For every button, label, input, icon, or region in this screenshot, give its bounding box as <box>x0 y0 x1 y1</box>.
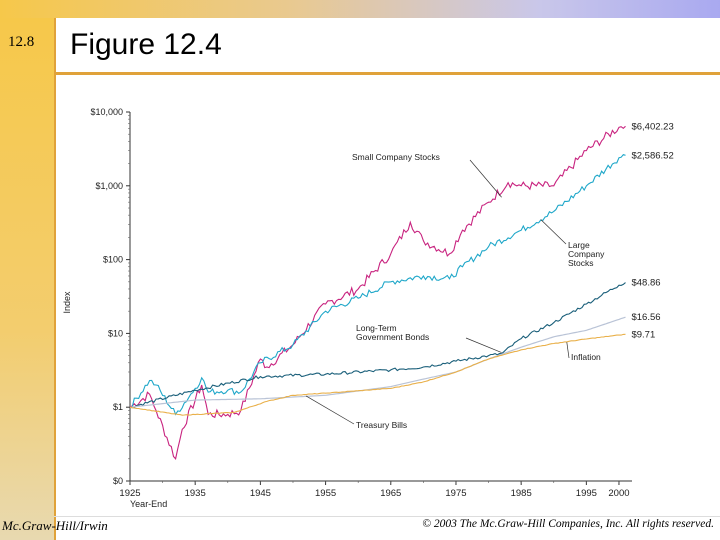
end-value-label-bonds: $48.86 <box>631 278 660 289</box>
end-value-label-small: $6,402.23 <box>631 121 673 132</box>
annotation-large-line: Company <box>568 249 605 259</box>
x-tick-label: 1935 <box>185 488 206 499</box>
x-tick-label: 1955 <box>315 488 336 499</box>
y-tick-label: $1 <box>113 402 123 412</box>
series-line-bonds <box>130 282 626 409</box>
x-axis-title: Year-End <box>130 499 167 509</box>
y-tick-label: $1,000 <box>95 181 123 191</box>
x-tick-label: 1965 <box>380 488 401 499</box>
end-value-label-inflation: $9.71 <box>631 329 655 340</box>
series-line-tbills <box>129 316 626 408</box>
slide-title: Figure 12.4 <box>70 28 222 61</box>
x-tick-label: 1975 <box>445 488 466 499</box>
slide-number: 12.8 <box>8 34 35 50</box>
annotation-large-line: Stocks <box>568 258 594 268</box>
x-tick-label: 1985 <box>511 488 532 499</box>
top-decoration-bar <box>0 0 720 18</box>
end-value-label-tbills: $16.56 <box>631 312 660 323</box>
annotation-leader-inflation <box>566 342 570 359</box>
annotation-bonds-line: Long-Term <box>356 323 397 333</box>
vertical-divider <box>54 18 56 540</box>
annotation-tbills-line: Treasury Bills <box>356 420 407 430</box>
annotation-leader-small <box>469 159 502 198</box>
y-axis-title: Index <box>62 291 72 314</box>
annotation-small-line: Small Company Stocks <box>352 152 440 162</box>
y-tick-label: $10,000 <box>90 107 123 117</box>
annotation-leader-tbills <box>305 395 355 425</box>
x-tick-label: 1925 <box>119 488 140 499</box>
series-line-small <box>129 125 626 460</box>
series-line-large <box>129 153 626 416</box>
publisher-label: Mc.Graw-Hill/Irwin <box>2 518 108 533</box>
copyright-notice: © 2003 The Mc.Graw-Hill Companies, Inc. … <box>422 518 714 530</box>
y-tick-label: $0 <box>113 476 123 486</box>
x-tick-label: 1945 <box>250 488 271 499</box>
y-tick-label: $100 <box>103 255 123 265</box>
annotation-large-line: Large <box>568 240 590 250</box>
left-decoration-column <box>0 18 54 540</box>
annotation-bonds-line: Government Bonds <box>356 332 429 342</box>
footer-divider <box>54 516 720 517</box>
series-line-inflation <box>129 333 626 416</box>
end-value-label-large: $2,586.52 <box>631 150 673 161</box>
x-tick-label: 1995 <box>576 488 597 499</box>
x-tick-label: 2000 <box>608 488 629 499</box>
annotation-inflation-line: Inflation <box>571 352 601 362</box>
annotation-leader-large <box>540 219 567 245</box>
y-tick-label: $10 <box>108 328 123 338</box>
header-divider <box>54 72 720 75</box>
annotation-leader-bonds <box>465 337 502 353</box>
